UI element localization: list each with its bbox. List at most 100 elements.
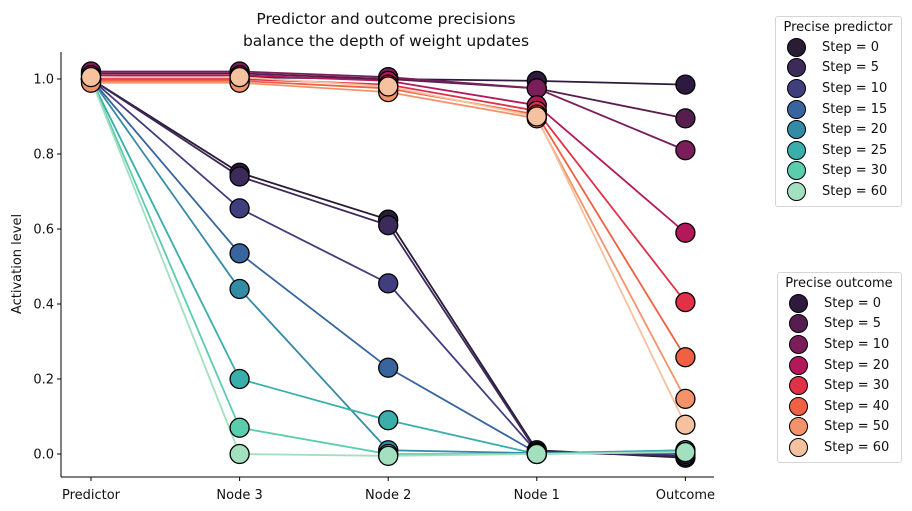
legend-item: Step = 60 xyxy=(783,437,895,458)
data-point xyxy=(229,278,250,300)
legend-label: Step = 5 xyxy=(824,316,882,332)
data-point xyxy=(675,291,696,313)
x-tick-label: Node 1 xyxy=(514,488,560,503)
legend-marker-icon xyxy=(787,78,806,98)
legend-precise-predictor: Precise predictor Step = 0 Step = 5 Step =… xyxy=(775,16,902,207)
legend-item: Step = 10 xyxy=(783,334,895,355)
data-point xyxy=(229,417,250,438)
legend-item: Step = 0 xyxy=(781,37,895,58)
legend-item: Step = 5 xyxy=(781,58,895,79)
legend-label: Step = 20 xyxy=(824,357,890,373)
data-point xyxy=(378,357,399,378)
y-tick-label: 0.0 xyxy=(33,448,54,463)
data-point xyxy=(229,443,250,465)
legend-label: Step = 60 xyxy=(822,183,888,199)
y-tick-label: 0.4 xyxy=(33,298,54,313)
y-tick-label: 0.2 xyxy=(33,373,54,388)
data-point xyxy=(675,222,696,243)
series-points xyxy=(80,61,696,468)
data-point xyxy=(675,140,696,161)
legend-label: Step = 10 xyxy=(822,80,888,96)
data-point xyxy=(378,76,399,97)
data-point xyxy=(675,388,696,410)
y-tick-label: 0.6 xyxy=(33,223,54,238)
data-point xyxy=(378,215,399,236)
x-tick-label: Node 3 xyxy=(216,488,262,503)
data-point xyxy=(229,166,250,187)
chart-title-line-2: balance the depth of weight updates xyxy=(243,32,529,50)
legend-item: Step = 15 xyxy=(781,99,895,120)
y-ticks: 0.0 0.2 0.4 0.6 0.8 1.0 xyxy=(33,73,61,463)
legend-item: Step = 20 xyxy=(783,355,895,376)
legend-item: Step = 30 xyxy=(781,161,895,182)
legend-item: Step = 5 xyxy=(783,314,895,335)
x-ticks: Predictor Node 3 Node 2 Node 1 Outcome xyxy=(62,477,715,503)
series-line-predictor-0 xyxy=(90,78,686,459)
data-point xyxy=(675,414,696,435)
legend-marker-icon xyxy=(789,355,808,375)
legend-label: Step = 50 xyxy=(824,419,890,435)
legend-label: Step = 15 xyxy=(822,101,888,117)
data-point xyxy=(229,243,250,264)
legend-marker-icon xyxy=(789,437,808,457)
legend-item: Step = 25 xyxy=(781,140,895,161)
legend-items: Step = 0 Step = 5 Step = 10 Step = 15 Step =… xyxy=(781,37,895,202)
legend-label: Step = 20 xyxy=(822,122,888,138)
legend-precise-outcome: Precise outcome Step = 0 Step = 5 Step = 1… xyxy=(777,272,902,463)
legend-marker-icon xyxy=(787,37,806,57)
legend-item: Step = 40 xyxy=(783,396,895,417)
data-point xyxy=(675,108,696,129)
legend-item: Step = 50 xyxy=(783,417,895,438)
y-tick-label: 1.0 xyxy=(33,73,54,88)
legend-item: Step = 0 xyxy=(783,293,895,314)
legend-marker-icon xyxy=(787,120,806,140)
legend-label: Step = 0 xyxy=(822,39,880,55)
legend-item: Step = 30 xyxy=(783,375,895,396)
legend-item: Step = 60 xyxy=(781,181,895,202)
legend-title: Precise outcome xyxy=(785,276,893,291)
data-point xyxy=(526,78,547,99)
data-point xyxy=(229,66,250,88)
data-point xyxy=(675,347,696,368)
y-axis-label: Activation level xyxy=(10,214,25,314)
legend-marker-icon xyxy=(789,334,808,354)
legend-label: Step = 40 xyxy=(824,398,890,414)
data-point xyxy=(229,198,250,219)
data-point xyxy=(526,443,547,465)
x-tick-label: Node 2 xyxy=(365,488,411,503)
legend-item: Step = 10 xyxy=(781,78,895,99)
data-point xyxy=(229,368,250,390)
data-point xyxy=(675,74,696,95)
data-point xyxy=(526,106,547,127)
legend-label: Step = 25 xyxy=(822,142,888,158)
legend-marker-icon xyxy=(789,376,808,396)
legend-marker-icon xyxy=(789,417,808,437)
legend-marker-icon xyxy=(787,181,806,201)
y-tick-label: 0.8 xyxy=(33,148,54,163)
legend-marker-icon xyxy=(789,314,808,334)
data-point xyxy=(378,410,399,431)
chart-title-line-1: Predictor and outcome precisions xyxy=(256,10,515,28)
legend-item: Step = 20 xyxy=(781,119,895,140)
legend-marker-icon xyxy=(787,140,806,160)
legend-label: Step = 30 xyxy=(824,378,890,394)
series-lines xyxy=(90,70,687,459)
legend-items: Step = 0 Step = 5 Step = 10 Step = 20 Step =… xyxy=(783,293,895,458)
legend-marker-icon xyxy=(787,161,806,181)
legend-title: Precise predictor xyxy=(783,20,893,35)
legend-marker-icon xyxy=(787,58,806,78)
legend-marker-icon xyxy=(787,99,806,119)
data-point xyxy=(378,445,399,467)
legend-label: Step = 30 xyxy=(822,163,888,179)
data-point xyxy=(80,66,102,88)
legend-label: Step = 60 xyxy=(824,439,890,455)
axes xyxy=(60,52,714,478)
chart-title: Predictor and outcome precisions balance… xyxy=(243,10,529,50)
x-tick-label: Outcome xyxy=(656,488,715,503)
legend-label: Step = 0 xyxy=(824,295,882,311)
data-point xyxy=(675,441,696,463)
legend-marker-icon xyxy=(789,293,808,313)
data-point xyxy=(378,273,399,294)
legend-label: Step = 5 xyxy=(822,60,880,76)
